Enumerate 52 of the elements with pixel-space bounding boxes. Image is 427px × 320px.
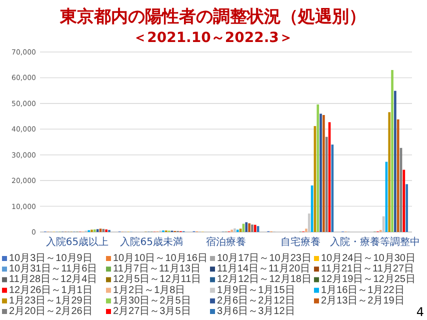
x-tick-label: 入院65歳以上 — [46, 236, 109, 248]
bar — [388, 112, 391, 232]
bar — [394, 90, 396, 232]
legend-label: 2月6日～2月12日 — [217, 295, 295, 306]
bar — [245, 222, 248, 232]
bar — [248, 223, 250, 232]
chart-title: 東京都内の陽性者の調整状況（処遇別） — [59, 7, 366, 27]
x-tick-label: 自宅療養 — [280, 236, 320, 248]
legend-label: 1月23日～1月29日 — [9, 295, 92, 306]
bar — [316, 104, 320, 232]
legend-label: 11月14日～11月20日 — [217, 264, 310, 275]
bar — [305, 228, 308, 232]
legend-label: 11月21日～11月27日 — [321, 264, 414, 275]
bar — [325, 136, 328, 232]
x-tick-label: 入院65歳未満 — [120, 236, 183, 248]
bar — [254, 224, 256, 232]
legend-label: 10月3日～10月9日 — [9, 253, 92, 264]
legend-label: 12月26日～1月1日 — [9, 284, 92, 296]
text: 4 — [416, 305, 424, 319]
chart-subtitle: ＜2021.10～2022.3＞ — [133, 30, 293, 46]
bar — [402, 170, 406, 232]
x-tick-label: 宿泊療養 — [206, 236, 246, 248]
legend-label: 10月17日～10月23日 — [217, 253, 312, 264]
legend-label: 3月6日～3月12日 — [217, 306, 295, 317]
legend-label: 2月27日～3月5日 — [113, 306, 191, 317]
legend-label: 1月30日～2月5日 — [113, 295, 191, 306]
legend-label: 11月7日～11月13日 — [113, 264, 200, 275]
bar — [94, 229, 96, 232]
legend-label: 11月28日～12月4日 — [9, 274, 98, 286]
legend-label: 12月12日～12月18日 — [217, 274, 312, 286]
x-tick-label: 入院・療養等調整中 — [330, 236, 420, 248]
bar — [320, 114, 322, 232]
legend-label: 2月20日～2月26日 — [9, 306, 92, 317]
bar — [396, 119, 400, 232]
legend-label: 12月5日～12月11日 — [113, 274, 202, 286]
bar — [391, 70, 394, 232]
legend-label: 10月24日～10月30日 — [321, 253, 416, 264]
legend-label: 1月9日～1月15日 — [217, 284, 295, 296]
bar — [102, 228, 105, 232]
legend-label: 10月10日～10月16日 — [113, 253, 208, 264]
legend-label: 1月2日～1月8日 — [113, 284, 186, 296]
legend-label: 10月31日～11月6日 — [9, 264, 98, 275]
legend-label: 1月16日～1月22日 — [321, 284, 404, 296]
bar — [406, 184, 408, 232]
bar — [239, 228, 242, 232]
bar — [96, 229, 99, 232]
bar — [105, 229, 108, 232]
legend-label: 12月19日～12月25日 — [321, 274, 416, 286]
bar — [99, 228, 102, 232]
legend-label: 2月13日～2月19日 — [321, 295, 404, 306]
bar — [251, 224, 254, 232]
bar — [322, 115, 325, 232]
